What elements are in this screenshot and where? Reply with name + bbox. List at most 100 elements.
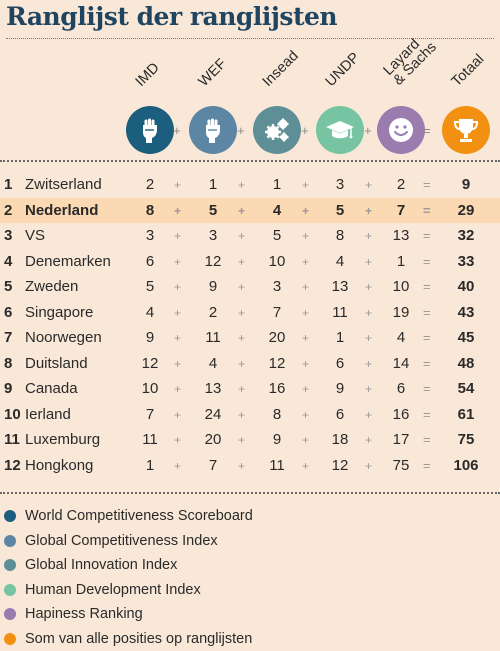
equals-sign: =: [423, 123, 431, 138]
total-cell: 61: [457, 405, 475, 423]
legend-divider: [0, 492, 500, 494]
gears-icon: [253, 106, 301, 154]
plus-sign: +: [174, 203, 182, 218]
value-cell-undp: 8: [335, 227, 345, 244]
plus-sign: +: [174, 280, 182, 294]
value-cell-undp: 13: [331, 278, 349, 295]
legend-label: World Competitiveness Scoreboard: [25, 508, 253, 524]
plus-sign: +: [365, 407, 373, 422]
table-row: 7 Noorwegen 9 11 20 1 4 + + + + = 45: [0, 325, 500, 351]
value-cell-wef: 4: [208, 354, 218, 372]
total-cell: 54: [457, 380, 475, 397]
country-cell: Noorwegen: [25, 329, 102, 346]
country-cell: VS: [25, 227, 46, 244]
column-label-line: Totaal: [448, 51, 488, 90]
table-row: 10 Ierland 7 24 8 6 16 + + + + = 61: [0, 402, 500, 428]
table-row: 4 Denemarken 6 12 10 4 1 + + + + = 33: [0, 249, 500, 275]
value-cell-imd: 8: [145, 201, 155, 219]
graduation-cap-icon: [316, 106, 364, 154]
total-cell: 48: [457, 354, 475, 372]
legend-dot: [4, 583, 16, 596]
value-cell-imd: 3: [145, 227, 155, 244]
rank-cell: 4: [4, 252, 13, 270]
value-cell-layard: 17: [392, 431, 410, 448]
value-cell-undp: 6: [335, 354, 345, 372]
value-cell-wef: 11: [205, 329, 221, 346]
plus-sign: +: [365, 305, 373, 320]
value-cell-imd: 5: [145, 278, 155, 295]
value-cell-imd: 7: [145, 405, 155, 423]
country-cell: Zwitserland: [25, 176, 102, 193]
chart-title: Ranglijst der ranglijsten: [6, 2, 338, 31]
plus-sign: +: [365, 229, 373, 243]
plus-sign: +: [238, 407, 246, 422]
legend-item: Som van alle posities op ranglijsten: [4, 631, 252, 647]
equals-sign: =: [423, 432, 431, 447]
legend-item: World Competitiveness Scoreboard: [4, 508, 253, 524]
plus-sign: +: [302, 331, 310, 345]
plus-sign: +: [238, 280, 246, 294]
value-cell-wef: 20: [204, 431, 222, 448]
legend-dot: [4, 559, 16, 571]
plus-sign: +: [302, 178, 310, 192]
plus-sign: +: [238, 254, 246, 269]
value-cell-undp: 11: [332, 303, 348, 321]
plus-sign: +: [174, 178, 182, 192]
plus-sign: +: [174, 254, 182, 269]
plus-sign: +: [365, 458, 373, 473]
equals-sign: =: [423, 457, 431, 473]
legend-dot: [4, 608, 16, 620]
country-cell: Singapore: [25, 303, 94, 321]
plus-sign: +: [238, 458, 246, 473]
value-cell-insead: 4: [272, 201, 282, 219]
column-label-line: WEF: [195, 55, 230, 90]
plus-sign: +: [174, 356, 182, 371]
value-cell-wef: 1: [208, 176, 218, 193]
rank-cell: 7: [4, 329, 13, 346]
legend-dot: [4, 534, 16, 547]
value-cell-layard: 4: [396, 329, 406, 346]
value-cell-undp: 12: [331, 456, 349, 474]
column-label-insead: Insead: [260, 48, 302, 90]
plus-sign: +: [238, 331, 246, 345]
value-cell-insead: 7: [272, 303, 282, 321]
plus-sign: +: [302, 458, 310, 473]
raised-fist-icon: [189, 106, 237, 154]
equals-sign: =: [423, 330, 431, 345]
equals-sign: =: [423, 279, 431, 294]
legend-item: Human Development Index: [4, 582, 201, 598]
value-cell-layard: 6: [396, 380, 406, 397]
value-cell-undp: 5: [335, 201, 345, 219]
column-label-imd: IMD: [133, 60, 163, 90]
value-cell-imd: 1: [145, 456, 155, 474]
rank-cell: 8: [4, 354, 13, 372]
value-cell-layard: 7: [396, 201, 406, 219]
total-cell: 40: [457, 278, 475, 295]
plus-sign: +: [174, 229, 182, 243]
table-row: 1 Zwitserland 2 1 1 3 2 + + + + = 9: [0, 172, 500, 198]
value-cell-wef: 2: [208, 303, 218, 321]
equals-sign: =: [423, 177, 431, 192]
value-cell-insead: 12: [268, 354, 286, 372]
value-cell-imd: 4: [145, 303, 155, 321]
value-cell-layard: 13: [392, 227, 410, 244]
value-cell-layard: 2: [396, 176, 406, 193]
plus-sign: +: [174, 382, 182, 396]
country-cell: Duitsland: [25, 354, 88, 372]
equals-sign: =: [423, 228, 431, 243]
total-cell: 75: [457, 431, 475, 448]
value-cell-undp: 4: [335, 252, 345, 270]
value-cell-imd: 2: [145, 176, 155, 193]
value-cell-wef: 12: [204, 252, 222, 270]
rank-cell: 2: [4, 201, 13, 219]
value-cell-insead: 8: [272, 405, 282, 423]
value-cell-insead: 20: [268, 329, 286, 346]
legend-item: Global Competitiveness Index: [4, 533, 218, 549]
table-row: 11 Luxemburg 11 20 9 18 17 + + + + = 75: [0, 427, 500, 453]
rank-cell: 1: [4, 176, 13, 193]
country-cell: Ierland: [25, 405, 71, 423]
plus-sign: +: [365, 203, 373, 218]
total-cell: 43: [457, 303, 475, 321]
table-row: 5 Zweden 5 9 3 13 10 + + + + = 40: [0, 274, 500, 300]
value-cell-wef: 5: [208, 201, 218, 219]
